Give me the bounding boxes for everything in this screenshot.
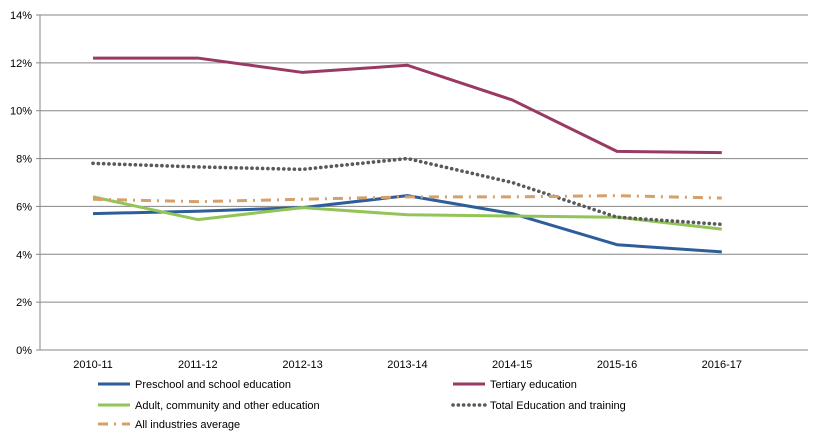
x-tick-label: 2015-16 [597, 359, 637, 371]
legend-label: Adult, community and other education [135, 400, 320, 412]
legend-label: Tertiary education [490, 379, 577, 391]
x-tick-label: 2016-17 [702, 359, 742, 371]
legend-label: Total Education and training [490, 400, 626, 412]
y-tick-label: 2% [16, 297, 32, 309]
series-line-0 [92, 194, 722, 254]
x-tick-label: 2010-11 [73, 359, 113, 371]
x-tick-label: 2013-14 [387, 359, 427, 371]
series-line-1 [93, 56, 722, 155]
x-tick-label: 2012-13 [282, 359, 322, 371]
y-tick-label: 10% [10, 106, 32, 118]
y-tick-label: 8% [16, 154, 32, 166]
y-tick-label: 6% [16, 201, 32, 213]
y-tick-label: 0% [16, 345, 32, 357]
series-line-4 [92, 194, 722, 204]
y-tick-label: 12% [10, 58, 32, 70]
series-line-3 [91, 156, 724, 227]
y-tick-label: 14% [10, 10, 32, 22]
x-tick-label: 2014-15 [492, 359, 532, 371]
y-tick-label: 4% [16, 249, 32, 261]
series-line-2 [92, 195, 722, 231]
legend-label: All industries average [135, 419, 240, 431]
x-tick-label: 2011-12 [178, 359, 218, 371]
legend-label: Preschool and school education [135, 379, 291, 391]
